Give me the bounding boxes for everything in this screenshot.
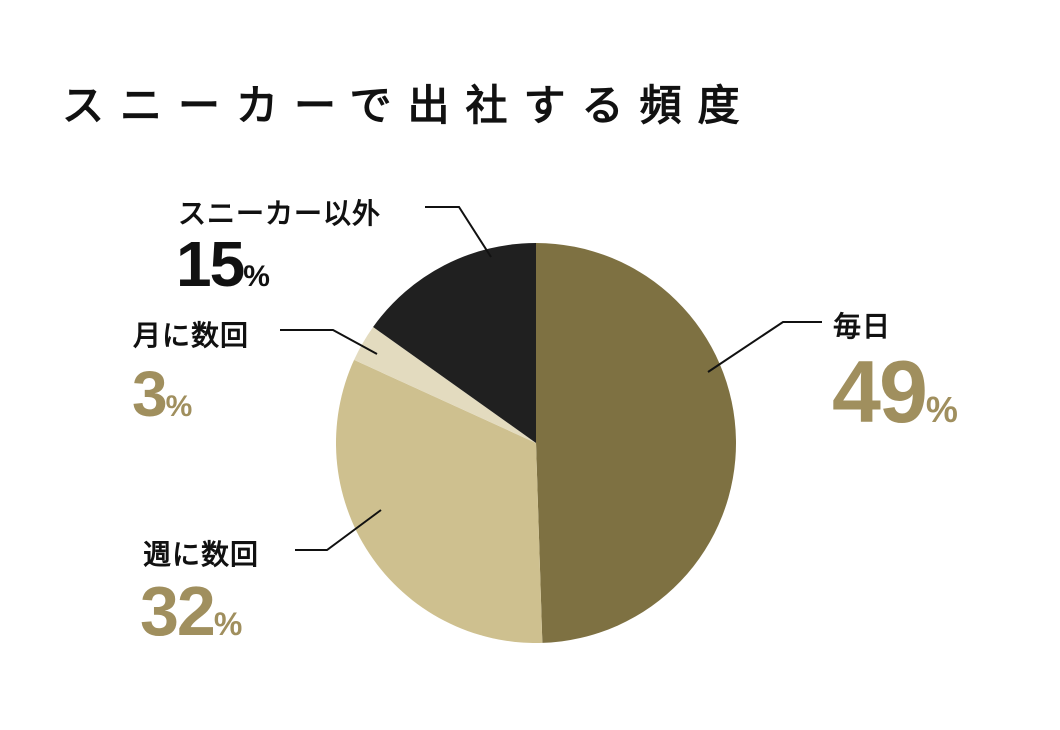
leader-line-other (425, 206, 492, 258)
leader-line-weekly (295, 509, 382, 551)
percent-unit: % (213, 606, 243, 642)
leader-lines (280, 206, 822, 551)
label-daily-value: 49% (832, 348, 958, 436)
pie-slice-daily (536, 243, 736, 643)
percent-unit: % (925, 389, 958, 430)
value-number: 32 (140, 572, 216, 650)
leader-line-daily (707, 321, 822, 373)
label-weekly-value: 32% (140, 576, 242, 646)
chart-title: スニーカーで出社する頻度 (62, 81, 756, 130)
value-number: 49 (832, 342, 928, 441)
pie-slices (335, 243, 736, 643)
pie-slice-monthly (354, 326, 536, 443)
leader-line-monthly (280, 329, 378, 355)
label-other-name: スニーカー以外 (178, 197, 382, 230)
label-other-value: 15% (176, 232, 270, 296)
value-number: 15 (176, 228, 245, 300)
label-monthly-name: 月に数回 (133, 319, 250, 352)
pie-slice-other (373, 243, 536, 443)
percent-unit: % (165, 390, 193, 423)
label-daily-name: 毎日 (833, 310, 892, 343)
value-number: 3 (132, 358, 168, 430)
label-weekly-name: 週に数回 (143, 538, 260, 571)
percent-unit: % (243, 260, 270, 293)
pie-slice-weekly (335, 359, 543, 643)
label-monthly-value: 3% (132, 362, 192, 426)
